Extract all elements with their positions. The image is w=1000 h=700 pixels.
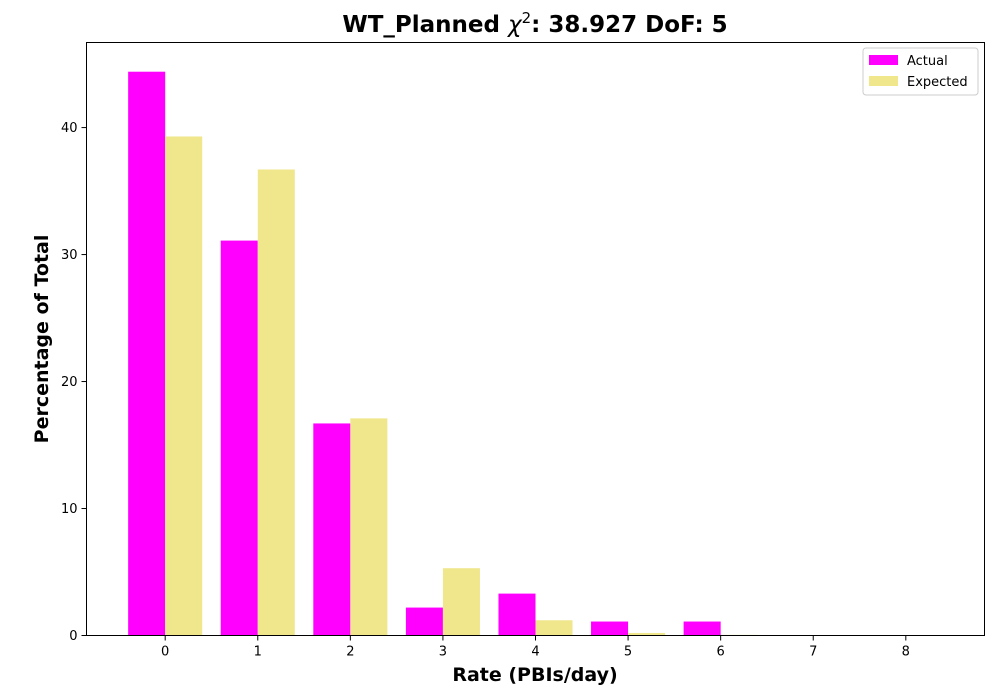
- y-tick-label-10: 10: [61, 502, 78, 517]
- y-tick-label-20: 20: [61, 375, 78, 390]
- chart-title-suffix: : 38.927 DoF: 5: [531, 12, 728, 38]
- bar-expected-4: [535, 620, 573, 636]
- bar-actual-5: [591, 621, 629, 636]
- chart-title: WT_Planned χ2: 38.927 DoF: 5: [342, 9, 727, 38]
- y-tick-label-0: 0: [69, 629, 77, 644]
- legend-label-actual: Actual: [907, 54, 948, 69]
- chart-title-chi: χ: [506, 12, 523, 38]
- bar-actual-0: [128, 71, 166, 636]
- plot-frame: [86, 42, 985, 636]
- y-tick-label-40: 40: [61, 121, 78, 136]
- x-axis-label: Rate (PBIs/day): [452, 664, 617, 686]
- x-tick-label-6: 6: [717, 645, 725, 660]
- bar-expected-2: [350, 418, 388, 636]
- bar-expected-5: [628, 632, 666, 636]
- bar-actual-4: [498, 593, 536, 636]
- x-axis-ticks: 0 1 2 3 4 5 6 7 8: [161, 635, 910, 660]
- bar-actual-3: [405, 607, 443, 636]
- legend-swatch-actual: [869, 55, 898, 65]
- x-tick-label-0: 0: [161, 645, 169, 660]
- bar-actual-1: [220, 240, 258, 636]
- y-tick-label-30: 30: [61, 248, 78, 263]
- chart-title-prefix: WT_Planned: [342, 12, 508, 38]
- bars-group: [128, 71, 758, 636]
- x-tick-label-3: 3: [439, 645, 447, 660]
- y-axis-ticks: 0 10 20 30 40: [61, 121, 87, 644]
- bar-actual-6: [683, 621, 721, 636]
- x-tick-label-4: 4: [531, 645, 539, 660]
- bar-actual-2: [313, 423, 351, 636]
- x-tick-label-7: 7: [809, 645, 817, 660]
- legend-label-expected: Expected: [907, 75, 968, 90]
- bar-expected-3: [442, 568, 480, 636]
- x-tick-label-5: 5: [624, 645, 632, 660]
- legend-swatch-expected: [869, 76, 898, 86]
- x-tick-label-8: 8: [902, 645, 910, 660]
- x-tick-label-2: 2: [346, 645, 354, 660]
- bar-expected-0: [165, 136, 203, 636]
- y-axis-label: Percentage of Total: [31, 235, 53, 444]
- bar-expected-1: [257, 169, 295, 636]
- legend: Actual Expected: [862, 47, 979, 96]
- x-tick-label-1: 1: [254, 645, 262, 660]
- chart-title-chi-superscript: 2: [522, 9, 532, 27]
